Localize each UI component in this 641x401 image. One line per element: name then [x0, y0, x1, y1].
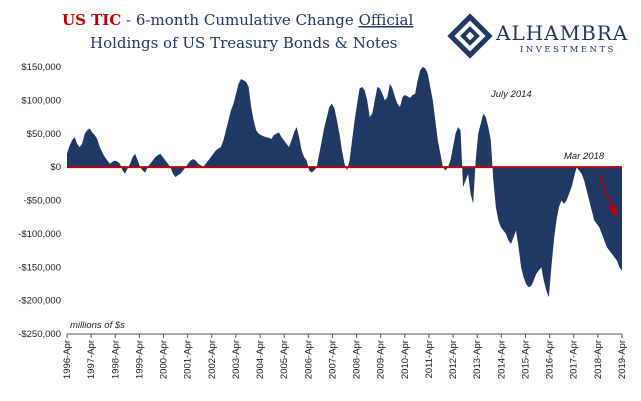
x-tick-label: 2000-Apr: [159, 340, 170, 379]
y-axis: $150,000 $100,000 $50,000 $0 -$50,000 -$100,0…: [18, 62, 61, 340]
y-tick-label: $50,000: [27, 129, 61, 140]
x-tick-label: 1997-Apr: [86, 340, 97, 379]
y-tick-label: $150,000: [21, 62, 61, 73]
title-red-part: US TIC: [62, 11, 121, 29]
x-tick-label: 1998-Apr: [110, 340, 121, 379]
x-tick-label: 2015-Apr: [520, 340, 531, 379]
area-layer: [67, 67, 622, 298]
x-tick-label: 2010-Apr: [400, 340, 411, 379]
x-tick-label: 2007-Apr: [327, 340, 338, 379]
trend-arrow-icon: [598, 173, 617, 218]
y-tick-label: -$50,000: [23, 196, 61, 207]
x-tick-label: 2008-Apr: [352, 340, 363, 379]
x-tick-label: 2004-Apr: [255, 340, 266, 379]
x-tick-label: 2012-Apr: [448, 340, 459, 379]
chart-title-line2: Holdings of US Treasury Bonds & Notes: [90, 34, 398, 52]
brand-subtitle: INVESTMENTS: [520, 45, 616, 55]
x-tick-label: 2011-Apr: [424, 340, 435, 378]
annotation-mar-2018: Mar 2018: [564, 151, 605, 162]
x-tick-label: 1999-Apr: [134, 340, 145, 379]
y-tick-label: $100,000: [21, 95, 61, 106]
title-mid-part: - 6-month Cumulative Change: [121, 11, 358, 29]
x-tick-label: 2018-Apr: [593, 340, 604, 379]
y-tick-label: -$150,000: [18, 262, 61, 273]
x-tick-label: 2014-Apr: [496, 340, 507, 379]
units-note: millions of $s: [70, 320, 125, 331]
x-tick-label: 2005-Apr: [279, 340, 290, 379]
x-tick-label: 2003-Apr: [231, 340, 242, 379]
chart-title-line1: US TIC - 6-month Cumulative Change Offic…: [62, 11, 413, 29]
x-tick-label: 2013-Apr: [472, 340, 483, 379]
x-tick-label: 1996-Apr: [62, 340, 73, 379]
x-tick-label: 2001-Apr: [183, 340, 194, 379]
y-tick-label: -$250,000: [18, 329, 61, 340]
x-tick-label: 2016-Apr: [545, 340, 556, 379]
x-tick-label: 2002-Apr: [207, 340, 218, 379]
x-tick-label: 2019-Apr: [617, 340, 628, 379]
alhambra-emblem-icon: [447, 13, 493, 59]
x-axis: 1996-Apr 1997-Apr 1998-Apr 1999-Apr 2000-Apr…: [62, 333, 628, 379]
x-tick-label: 2017-Apr: [569, 340, 580, 379]
y-tick-label: $0: [50, 162, 61, 173]
x-tick-label: 2009-Apr: [376, 340, 387, 379]
y-tick-label: -$100,000: [18, 229, 61, 240]
series-area: [67, 67, 622, 298]
title-underlined-part: Official: [359, 11, 414, 29]
x-tick-label: 2006-Apr: [303, 340, 314, 379]
brand-logo: ALHAMBRA INVESTMENTS: [447, 13, 628, 59]
brand-name: ALHAMBRA: [495, 21, 628, 45]
annotation-july-2014: July 2014: [490, 89, 532, 100]
y-tick-label: -$200,000: [18, 296, 61, 307]
